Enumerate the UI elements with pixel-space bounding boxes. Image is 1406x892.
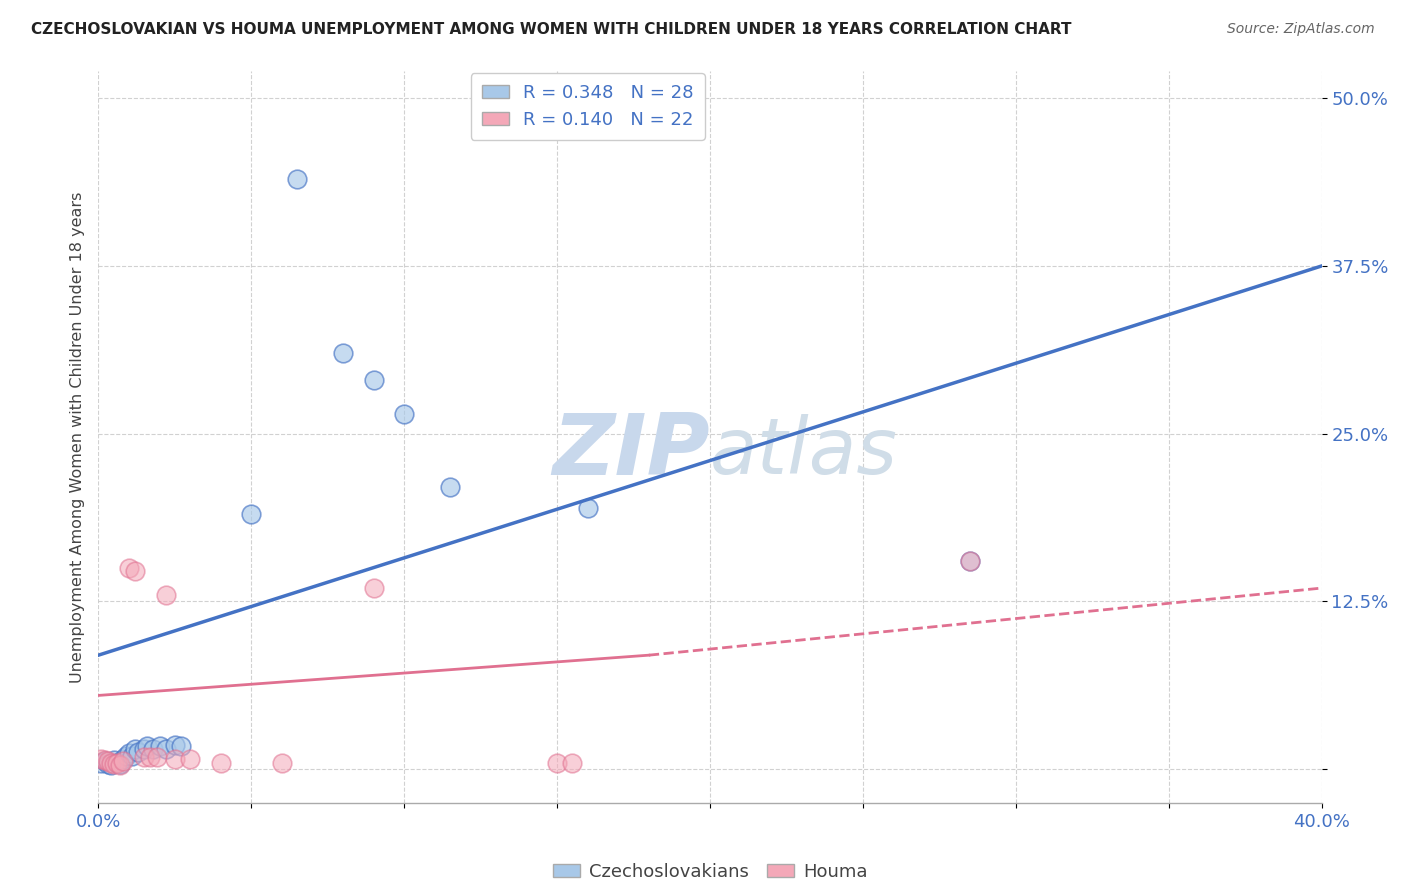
- Point: [108, 758, 131, 772]
- Point: [97, 756, 120, 771]
- Point: [163, 738, 186, 752]
- Point: [103, 753, 125, 767]
- Point: [145, 750, 167, 764]
- Point: [108, 756, 131, 771]
- Point: [93, 754, 115, 768]
- Point: [155, 588, 177, 602]
- Point: [118, 746, 141, 760]
- Point: [332, 346, 354, 360]
- Point: [155, 742, 177, 756]
- Point: [139, 750, 162, 764]
- Point: [561, 756, 583, 770]
- Point: [100, 758, 122, 772]
- Point: [105, 756, 128, 770]
- Text: ZIP: ZIP: [553, 410, 710, 493]
- Point: [546, 756, 568, 770]
- Point: [270, 756, 292, 770]
- Point: [111, 754, 134, 768]
- Point: [136, 739, 159, 754]
- Point: [127, 745, 149, 759]
- Text: CZECHOSLOVAKIAN VS HOUMA UNEMPLOYMENT AMONG WOMEN WITH CHILDREN UNDER 18 YEARS C: CZECHOSLOVAKIAN VS HOUMA UNEMPLOYMENT AM…: [31, 22, 1071, 37]
- Y-axis label: Unemployment Among Women with Children Under 18 years: Unemployment Among Women with Children U…: [69, 192, 84, 682]
- Point: [209, 756, 232, 770]
- Point: [170, 739, 193, 754]
- Point: [576, 500, 599, 515]
- Point: [103, 756, 125, 771]
- Text: atlas: atlas: [710, 414, 898, 490]
- Point: [142, 742, 165, 756]
- Text: Source: ZipAtlas.com: Source: ZipAtlas.com: [1227, 22, 1375, 37]
- Point: [121, 748, 143, 763]
- Point: [163, 751, 186, 765]
- Point: [90, 756, 112, 770]
- Point: [439, 480, 461, 494]
- Point: [97, 754, 120, 768]
- Point: [124, 564, 146, 578]
- Point: [115, 748, 138, 763]
- Point: [100, 756, 122, 770]
- Point: [90, 751, 112, 765]
- Point: [363, 581, 385, 595]
- Point: [285, 171, 308, 186]
- Point: [240, 508, 263, 522]
- Point: [105, 756, 128, 770]
- Point: [134, 750, 156, 764]
- Point: [149, 739, 172, 754]
- Point: [392, 407, 416, 421]
- Point: [363, 373, 385, 387]
- Legend: R = 0.348   N = 28, R = 0.140   N = 22: R = 0.348 N = 28, R = 0.140 N = 22: [471, 73, 704, 140]
- Point: [111, 751, 134, 765]
- Point: [959, 554, 981, 568]
- Point: [93, 753, 115, 767]
- Point: [959, 554, 981, 568]
- Point: [179, 751, 201, 765]
- Point: [134, 742, 156, 756]
- Point: [124, 742, 146, 756]
- Point: [118, 561, 141, 575]
